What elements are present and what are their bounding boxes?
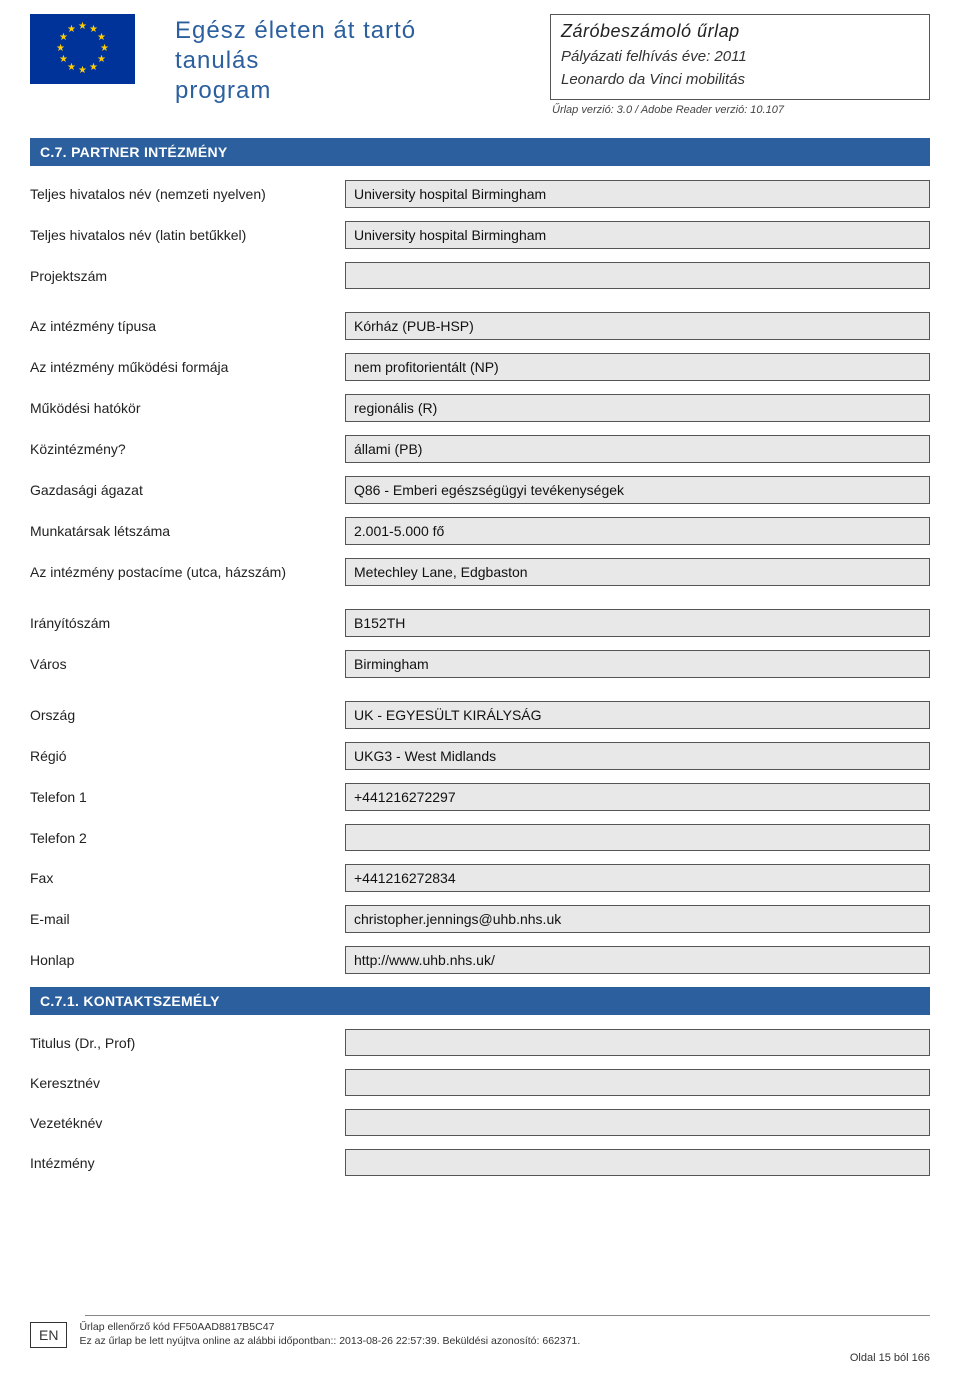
language-box: EN <box>30 1322 67 1348</box>
label-fax: Fax <box>30 870 345 886</box>
label-official-name-latin: Teljes hivatalos név (latin betűkkel) <box>30 227 345 243</box>
field-region[interactable]: UKG3 - West Midlands <box>345 742 930 770</box>
field-official-name-latin[interactable]: University hospital Birmingham <box>345 221 930 249</box>
label-public-institution: Közintézmény? <box>30 441 345 457</box>
row-official-name-latin: Teljes hivatalos név (latin betűkkel) Un… <box>30 221 930 249</box>
footer-check-code: FF50AAD8817B5C47 <box>173 1321 275 1333</box>
field-staff-count[interactable]: 2.001-5.000 fő <box>345 517 930 545</box>
field-institution[interactable] <box>345 1149 930 1176</box>
field-country[interactable]: UK - EGYESÜLT KIRÁLYSÁG <box>345 701 930 729</box>
header: ★ ★ ★ ★ ★ ★ ★ ★ ★ ★ ★ ★ Egész életen át … <box>30 14 930 116</box>
row-postal-address: Az intézmény postacíme (utca, házszám) M… <box>30 558 930 586</box>
row-phone1: Telefon 1 +441216272297 <box>30 783 930 811</box>
field-phone1[interactable]: +441216272297 <box>345 783 930 811</box>
row-scope: Működési hatókör regionális (R) <box>30 394 930 422</box>
meta-box-wrap: Záróbeszámoló űrlap Pályázati felhívás é… <box>550 14 930 116</box>
field-postal-address[interactable]: Metechley Lane, Edgbaston <box>345 558 930 586</box>
field-firstname[interactable] <box>345 1069 930 1096</box>
label-postcode: Irányítószám <box>30 615 345 631</box>
label-lastname: Vezetéknév <box>30 1115 345 1131</box>
field-city[interactable]: Birmingham <box>345 650 930 678</box>
label-region: Régió <box>30 748 345 764</box>
meta-version: Űrlap verzió: 3.0 / Adobe Reader verzió:… <box>550 101 930 116</box>
label-title: Titulus (Dr., Prof) <box>30 1035 345 1051</box>
footer-page-number: Oldal 15 ból 166 <box>30 1352 930 1364</box>
label-phone1: Telefon 1 <box>30 789 345 805</box>
row-city: Város Birmingham <box>30 650 930 678</box>
meta-box: Záróbeszámoló űrlap Pályázati felhívás é… <box>550 14 930 100</box>
row-project-number: Projektszám <box>30 262 930 289</box>
row-staff-count: Munkatársak létszáma 2.001-5.000 fő <box>30 517 930 545</box>
field-project-number[interactable] <box>345 262 930 289</box>
label-city: Város <box>30 656 345 672</box>
program-title-l2: tanulás <box>175 46 530 76</box>
row-public-institution: Közintézmény? állami (PB) <box>30 435 930 463</box>
row-email: E-mail christopher.jennings@uhb.nhs.uk <box>30 905 930 933</box>
label-staff-count: Munkatársak létszáma <box>30 523 345 539</box>
row-website: Honlap http://www.uhb.nhs.uk/ <box>30 946 930 974</box>
meta-title: Záróbeszámoló űrlap <box>561 21 919 42</box>
footer-content: EN Űrlap ellenőrző kód FF50AAD8817B5C47 … <box>30 1320 930 1348</box>
label-operation-form: Az intézmény működési formája <box>30 359 345 375</box>
row-firstname: Keresztnév <box>30 1069 930 1096</box>
row-title: Titulus (Dr., Prof) <box>30 1029 930 1056</box>
meta-line2: Leonardo da Vinci mobilitás <box>561 69 919 92</box>
label-project-number: Projektszám <box>30 268 345 284</box>
row-lastname: Vezetéknév <box>30 1109 930 1136</box>
label-website: Honlap <box>30 952 345 968</box>
row-fax: Fax +441216272834 <box>30 864 930 892</box>
section-c7-heading: C.7. PARTNER INTÉZMÉNY <box>30 138 930 166</box>
field-lastname[interactable] <box>345 1109 930 1136</box>
program-title-l1: Egész életen át tartó <box>175 16 530 46</box>
program-title-l3: program <box>175 76 530 106</box>
label-official-name-national: Teljes hivatalos név (nemzeti nyelven) <box>30 186 345 202</box>
label-firstname: Keresztnév <box>30 1075 345 1091</box>
field-title[interactable] <box>345 1029 930 1056</box>
row-economic-sector: Gazdasági ágazat Q86 - Emberi egészségüg… <box>30 476 930 504</box>
section-c71-heading: C.7.1. KONTAKTSZEMÉLY <box>30 987 930 1015</box>
label-postal-address: Az intézmény postacíme (utca, házszám) <box>30 564 345 580</box>
eu-flag-icon: ★ ★ ★ ★ ★ ★ ★ ★ ★ ★ ★ ★ <box>30 14 135 84</box>
footer-check-label: Űrlap ellenőrző kód <box>79 1321 169 1333</box>
label-scope: Működési hatókör <box>30 400 345 416</box>
row-institution: Intézmény <box>30 1149 930 1176</box>
field-public-institution[interactable]: állami (PB) <box>345 435 930 463</box>
page: ★ ★ ★ ★ ★ ★ ★ ★ ★ ★ ★ ★ Egész életen át … <box>0 0 960 1386</box>
field-email[interactable]: christopher.jennings@uhb.nhs.uk <box>345 905 930 933</box>
footer-text: Űrlap ellenőrző kód FF50AAD8817B5C47 Ez … <box>79 1320 930 1348</box>
meta-line1: Pályázati felhívás éve: 2011 <box>561 46 919 69</box>
row-country: Ország UK - EGYESÜLT KIRÁLYSÁG <box>30 701 930 729</box>
row-region: Régió UKG3 - West Midlands <box>30 742 930 770</box>
field-institution-type[interactable]: Kórház (PUB-HSP) <box>345 312 930 340</box>
field-phone2[interactable] <box>345 824 930 851</box>
label-economic-sector: Gazdasági ágazat <box>30 482 345 498</box>
row-phone2: Telefon 2 <box>30 824 930 851</box>
label-phone2: Telefon 2 <box>30 830 345 846</box>
footer-submit-line: Ez az űrlap be lett nyújtva online az al… <box>79 1335 580 1347</box>
field-official-name-national[interactable]: University hospital Birmingham <box>345 180 930 208</box>
footer-divider <box>85 1315 930 1316</box>
field-operation-form[interactable]: nem profitorientált (NP) <box>345 353 930 381</box>
eu-stars: ★ ★ ★ ★ ★ ★ ★ ★ ★ ★ ★ ★ <box>58 24 108 74</box>
row-institution-type: Az intézmény típusa Kórház (PUB-HSP) <box>30 312 930 340</box>
program-title: Egész életen át tartó tanulás program <box>155 14 530 106</box>
row-official-name-national: Teljes hivatalos név (nemzeti nyelven) U… <box>30 180 930 208</box>
label-country: Ország <box>30 707 345 723</box>
label-institution-type: Az intézmény típusa <box>30 318 345 334</box>
label-email: E-mail <box>30 911 345 927</box>
field-website[interactable]: http://www.uhb.nhs.uk/ <box>345 946 930 974</box>
field-scope[interactable]: regionális (R) <box>345 394 930 422</box>
field-postcode[interactable]: B152TH <box>345 609 930 637</box>
label-institution: Intézmény <box>30 1155 345 1171</box>
row-postcode: Irányítószám B152TH <box>30 609 930 637</box>
field-economic-sector[interactable]: Q86 - Emberi egészségügyi tevékenységek <box>345 476 930 504</box>
field-fax[interactable]: +441216272834 <box>345 864 930 892</box>
row-operation-form: Az intézmény működési formája nem profit… <box>30 353 930 381</box>
footer: EN Űrlap ellenőrző kód FF50AAD8817B5C47 … <box>30 1315 930 1364</box>
